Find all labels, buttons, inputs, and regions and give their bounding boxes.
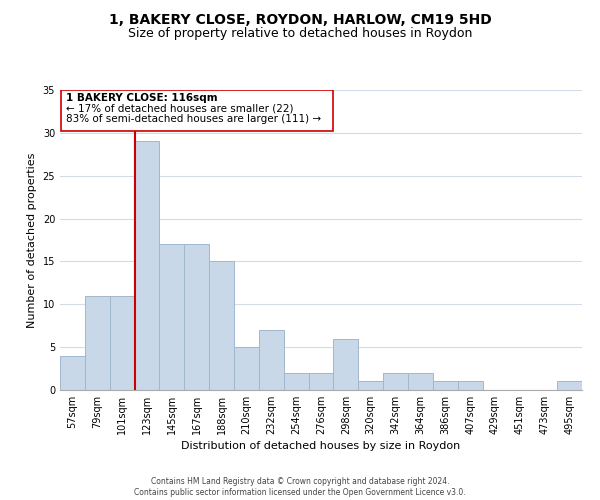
Bar <box>284 373 308 390</box>
FancyBboxPatch shape <box>61 90 334 131</box>
Text: 83% of semi-detached houses are larger (111) →: 83% of semi-detached houses are larger (… <box>66 114 322 124</box>
Bar <box>184 244 209 390</box>
Bar <box>408 373 433 390</box>
Text: ← 17% of detached houses are smaller (22): ← 17% of detached houses are smaller (22… <box>66 104 294 114</box>
Text: 1 BAKERY CLOSE: 116sqm: 1 BAKERY CLOSE: 116sqm <box>66 92 218 102</box>
Bar <box>60 356 85 390</box>
Bar <box>557 382 582 390</box>
Bar <box>134 142 160 390</box>
Bar <box>433 382 458 390</box>
Text: Size of property relative to detached houses in Roydon: Size of property relative to detached ho… <box>128 28 472 40</box>
Bar <box>259 330 284 390</box>
Text: Contains HM Land Registry data © Crown copyright and database right 2024.: Contains HM Land Registry data © Crown c… <box>151 476 449 486</box>
X-axis label: Distribution of detached houses by size in Roydon: Distribution of detached houses by size … <box>181 441 461 451</box>
Bar <box>358 382 383 390</box>
Bar <box>85 296 110 390</box>
Bar <box>209 262 234 390</box>
Bar <box>308 373 334 390</box>
Bar <box>383 373 408 390</box>
Text: Contains public sector information licensed under the Open Government Licence v3: Contains public sector information licen… <box>134 488 466 497</box>
Y-axis label: Number of detached properties: Number of detached properties <box>27 152 37 328</box>
Bar <box>234 347 259 390</box>
Text: 1, BAKERY CLOSE, ROYDON, HARLOW, CM19 5HD: 1, BAKERY CLOSE, ROYDON, HARLOW, CM19 5H… <box>109 12 491 26</box>
Bar <box>110 296 134 390</box>
Bar <box>160 244 184 390</box>
Bar <box>334 338 358 390</box>
Bar <box>458 382 482 390</box>
